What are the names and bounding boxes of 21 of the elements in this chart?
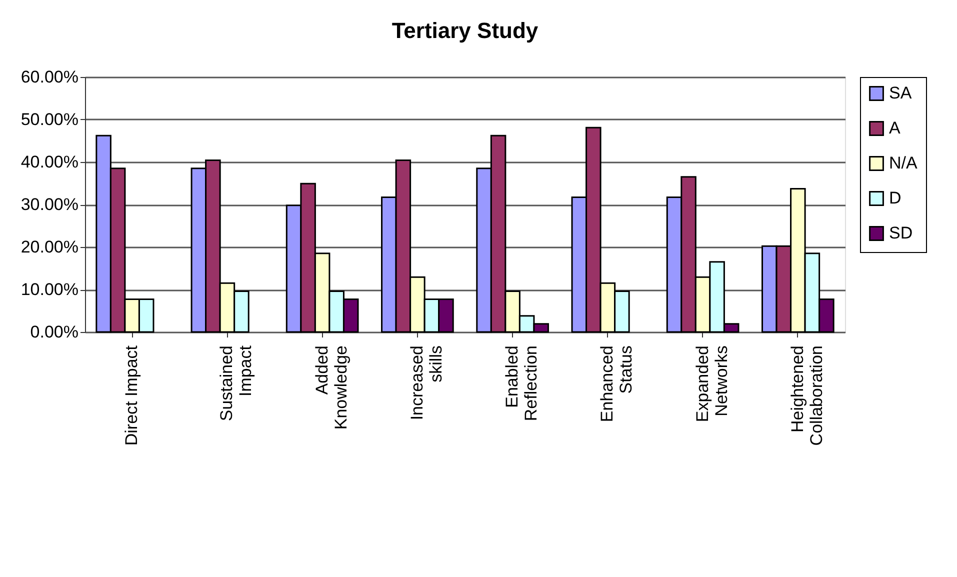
legend-label: D [889,188,902,208]
x-tick-label: Enabled Reflection [502,346,541,422]
y-tick-label: 40.00% [20,152,78,172]
y-tick-label: 30.00% [20,195,78,214]
x-tick-label: Increased skills [407,346,446,420]
x-tick-label: Added Knowledge [312,346,350,430]
x-tick-label: Expanded Networks [692,346,731,422]
y-tick-label: 50.00% [20,110,78,129]
x-tick-label: Enhanced Status [598,346,636,422]
legend-label: SD [889,224,913,242]
x-tick-label: Sustained Impact [217,345,256,422]
y-tick-label: 20.00% [20,238,78,256]
y-tick-label: 10.00% [20,280,78,299]
x-tick-label: Direct Impact [122,345,142,446]
chart-title: Tertiary Study [392,18,539,43]
legend-label: SA [889,84,912,102]
legend-label: A [889,118,901,138]
y-tick-label: 60.00% [20,68,78,86]
x-tick-label: Heightened Collaboration [788,346,826,446]
y-tick-label: 0.00% [30,322,78,342]
legend-label: N/A [889,154,918,172]
